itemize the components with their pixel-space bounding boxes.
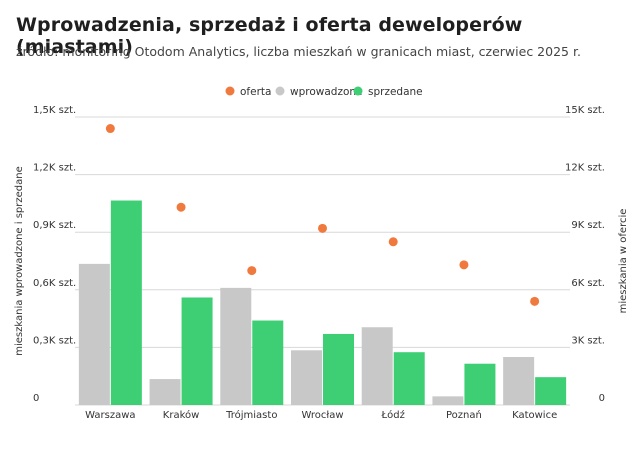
bar-wprowadzone — [149, 379, 181, 405]
point-oferta — [105, 124, 115, 134]
bar-sprzedane — [535, 377, 567, 405]
legend-label-sprzedane: sprzedane — [368, 86, 423, 98]
bar-sprzedane — [464, 363, 496, 405]
bar-wprowadzone — [291, 350, 322, 405]
x-tick-label: Katowice — [512, 410, 557, 421]
point-oferta — [176, 202, 186, 212]
bar-wprowadzone — [220, 287, 252, 405]
y-tick-label-left: 0,6K szt. — [33, 278, 76, 289]
bar-sprzedane — [110, 200, 142, 405]
y-tick-label-left: 0 — [33, 393, 39, 404]
x-tick-label: Kraków — [163, 409, 200, 421]
bar-wprowadzone — [503, 357, 535, 405]
legend-label-oferta: oferta — [240, 86, 271, 98]
bar-wprowadzone — [432, 396, 464, 405]
x-tick-label: Trójmiasto — [225, 409, 277, 421]
legend-marker-sprzedane — [353, 86, 363, 96]
bar-wprowadzone — [78, 263, 110, 405]
bar-sprzedane — [393, 352, 425, 405]
point-oferta — [388, 237, 398, 247]
x-tick-label: Poznań — [446, 409, 482, 421]
y-axis-title-left: mieszkania wprowadzone i sprzedane — [14, 166, 25, 356]
bar-sprzedane — [181, 297, 213, 405]
y-tick-label-right: 0 — [599, 393, 605, 404]
point-oferta — [247, 266, 257, 276]
point-oferta — [318, 223, 327, 233]
x-tick-label: Warszawa — [85, 410, 135, 421]
chart-subtitle: źródło: monitoring Otodom Analytics, lic… — [16, 44, 581, 59]
y-tick-label-left: 1,2K szt. — [33, 163, 76, 174]
y-tick-label-right: 15K szt. — [565, 105, 605, 116]
bar-wprowadzone — [361, 327, 393, 405]
y-tick-label-left: 0,9K szt. — [33, 220, 76, 231]
point-oferta — [459, 260, 469, 270]
y-tick-label-left: 1,5K szt. — [33, 105, 76, 116]
point-oferta — [530, 296, 540, 306]
legend-label-wprowadzone: wprowadzone — [290, 86, 363, 98]
y-tick-label-right: 9K szt. — [571, 220, 605, 231]
y-tick-label-right: 6K szt. — [571, 278, 605, 289]
y-tick-label-right: 3K szt. — [571, 335, 605, 346]
bar-sprzedane — [323, 333, 354, 405]
chart-title: Wprowadzenia, sprzedaż i oferta dewelope… — [16, 14, 523, 58]
bar-sprzedane — [252, 320, 284, 405]
y-tick-label-left: 0,3K szt. — [33, 335, 76, 346]
x-tick-label: Łódź — [381, 409, 405, 421]
y-tick-label-right: 12K szt. — [565, 163, 605, 174]
legend-marker-wprowadzone — [275, 86, 285, 96]
legend-marker-oferta — [225, 86, 235, 96]
y-axis-title-right: mieszkania w ofercie — [618, 209, 629, 314]
x-tick-label: Wrocław — [301, 410, 343, 421]
